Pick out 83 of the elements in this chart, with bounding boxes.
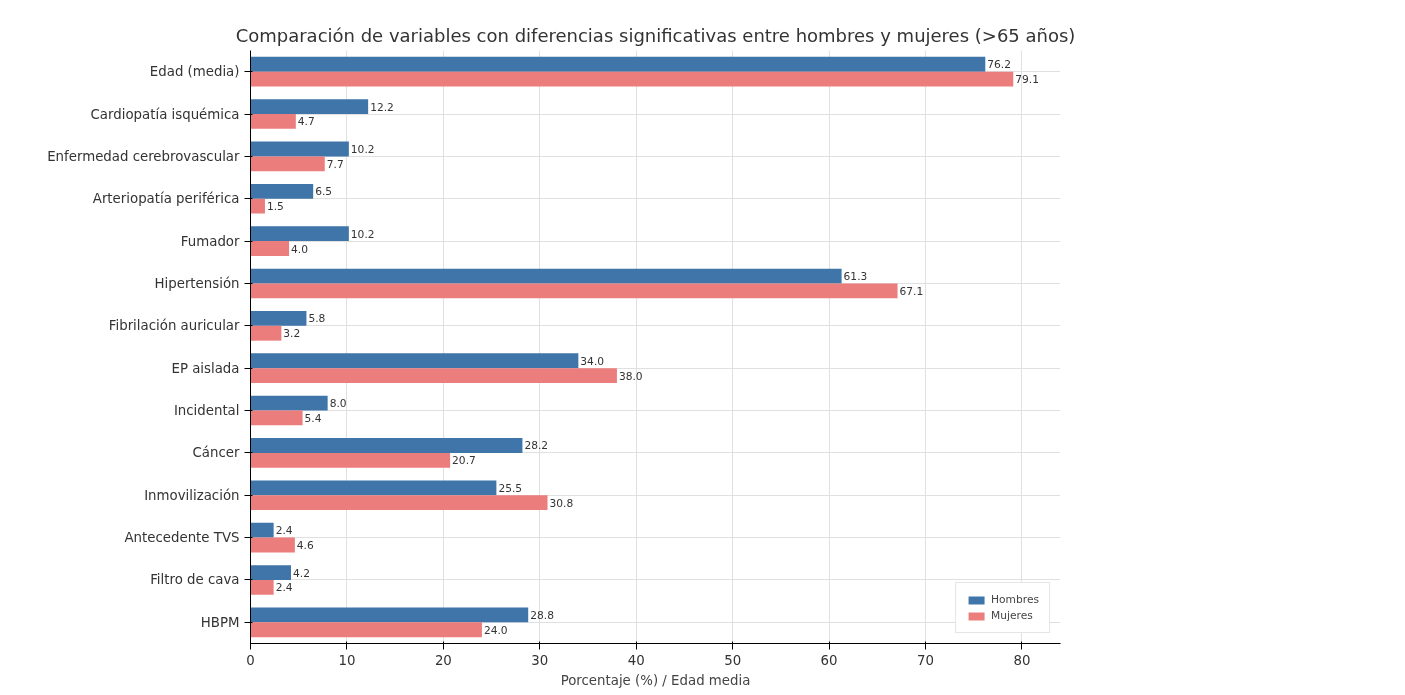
data-label: 2.4 [275,581,293,595]
data-label: 5.4 [304,411,322,425]
bar [250,480,497,496]
bar [250,226,349,242]
y-tick-label: Antecedente TVS [124,530,240,546]
y-tick-label: Arteriopatía periférica [92,191,240,207]
x-tick-label: 70 [917,652,934,668]
x-tick-label: 30 [531,652,549,668]
bar [250,283,898,299]
bar [250,114,296,129]
x-tick-label: 80 [1013,652,1031,668]
y-tick-label: Cardiopatía isquémica [90,106,240,122]
y-tick-label: Inmovilización [144,487,240,503]
y-tick-label: Incidental [173,403,240,419]
data-label: 34.0 [580,354,605,368]
y-tick-label: Filtro de cava [150,572,240,588]
data-label: 24.0 [483,623,508,637]
data-label: 7.7 [326,157,344,171]
data-label: 6.5 [315,185,333,199]
bar [250,565,291,580]
bar [250,141,349,157]
y-tick-label: Hipertensión [154,275,240,291]
bar [250,579,274,595]
data-label: 4.0 [291,242,309,256]
bar [250,537,295,553]
bar [250,198,265,214]
bar [250,99,369,115]
bar [250,353,579,369]
data-label: 3.2 [283,327,301,341]
bar [250,268,842,284]
y-tick-label: Fumador [180,233,241,249]
x-tick-label: 10 [338,652,356,668]
x-tick-label: 60 [820,652,838,668]
y-tick-label: Enfermedad cerebrovascular [47,148,241,164]
data-label: 67.1 [899,284,924,298]
y-tick-label: HBPM [200,614,240,630]
data-label: 10.2 [350,142,375,156]
data-label: 28.8 [530,608,555,622]
data-label: 28.2 [524,439,549,453]
bar [250,410,303,426]
bar [250,495,548,511]
data-label: 76.2 [987,58,1012,72]
data-label: 4.2 [293,566,310,580]
data-label: 12.2 [370,100,394,114]
bar [250,607,529,623]
y-tick-label: Edad (media) [149,64,240,80]
data-label: 4.7 [297,115,315,129]
bar [250,622,482,638]
bar [250,311,307,326]
bar [250,241,290,256]
data-label: 38.0 [618,369,643,383]
data-label: 10.2 [350,227,375,241]
bar [250,156,325,172]
legend-label: Mujeres [991,609,1033,622]
data-label: 2.4 [275,524,293,538]
bar [250,438,523,453]
data-label: 5.8 [308,312,326,326]
data-label: 79.1 [1015,73,1039,87]
bar [250,368,617,383]
x-tick-label: 50 [724,652,742,668]
x-axis-title: Porcentaje (%) / Edad media [560,672,751,688]
chart-title: Comparación de variables con diferencias significativas entre hombres y mujeres (>65 años) [235,24,1076,46]
bar [250,56,986,72]
y-tick-label: Fibrilación auricular [108,318,241,334]
bar [250,452,451,468]
y-tick-label: Cáncer [192,445,241,461]
bar [250,183,314,199]
data-label: 25.5 [498,481,523,495]
data-label: 30.8 [549,496,574,510]
y-tick-label: EP aislada [171,360,240,376]
data-label: 20.7 [452,454,476,468]
data-label: 8.0 [329,397,347,411]
x-tick-label: 20 [434,652,452,668]
bar [250,522,274,538]
x-tick-label: 0 [246,652,255,668]
bar [250,325,282,341]
legend-label: Hombres [991,593,1039,606]
data-label: 4.6 [296,539,315,553]
x-tick-label: 40 [627,652,645,668]
data-label: 61.3 [843,270,868,284]
bar [250,71,1014,87]
bar [250,395,328,411]
data-label: 1.5 [266,200,284,214]
